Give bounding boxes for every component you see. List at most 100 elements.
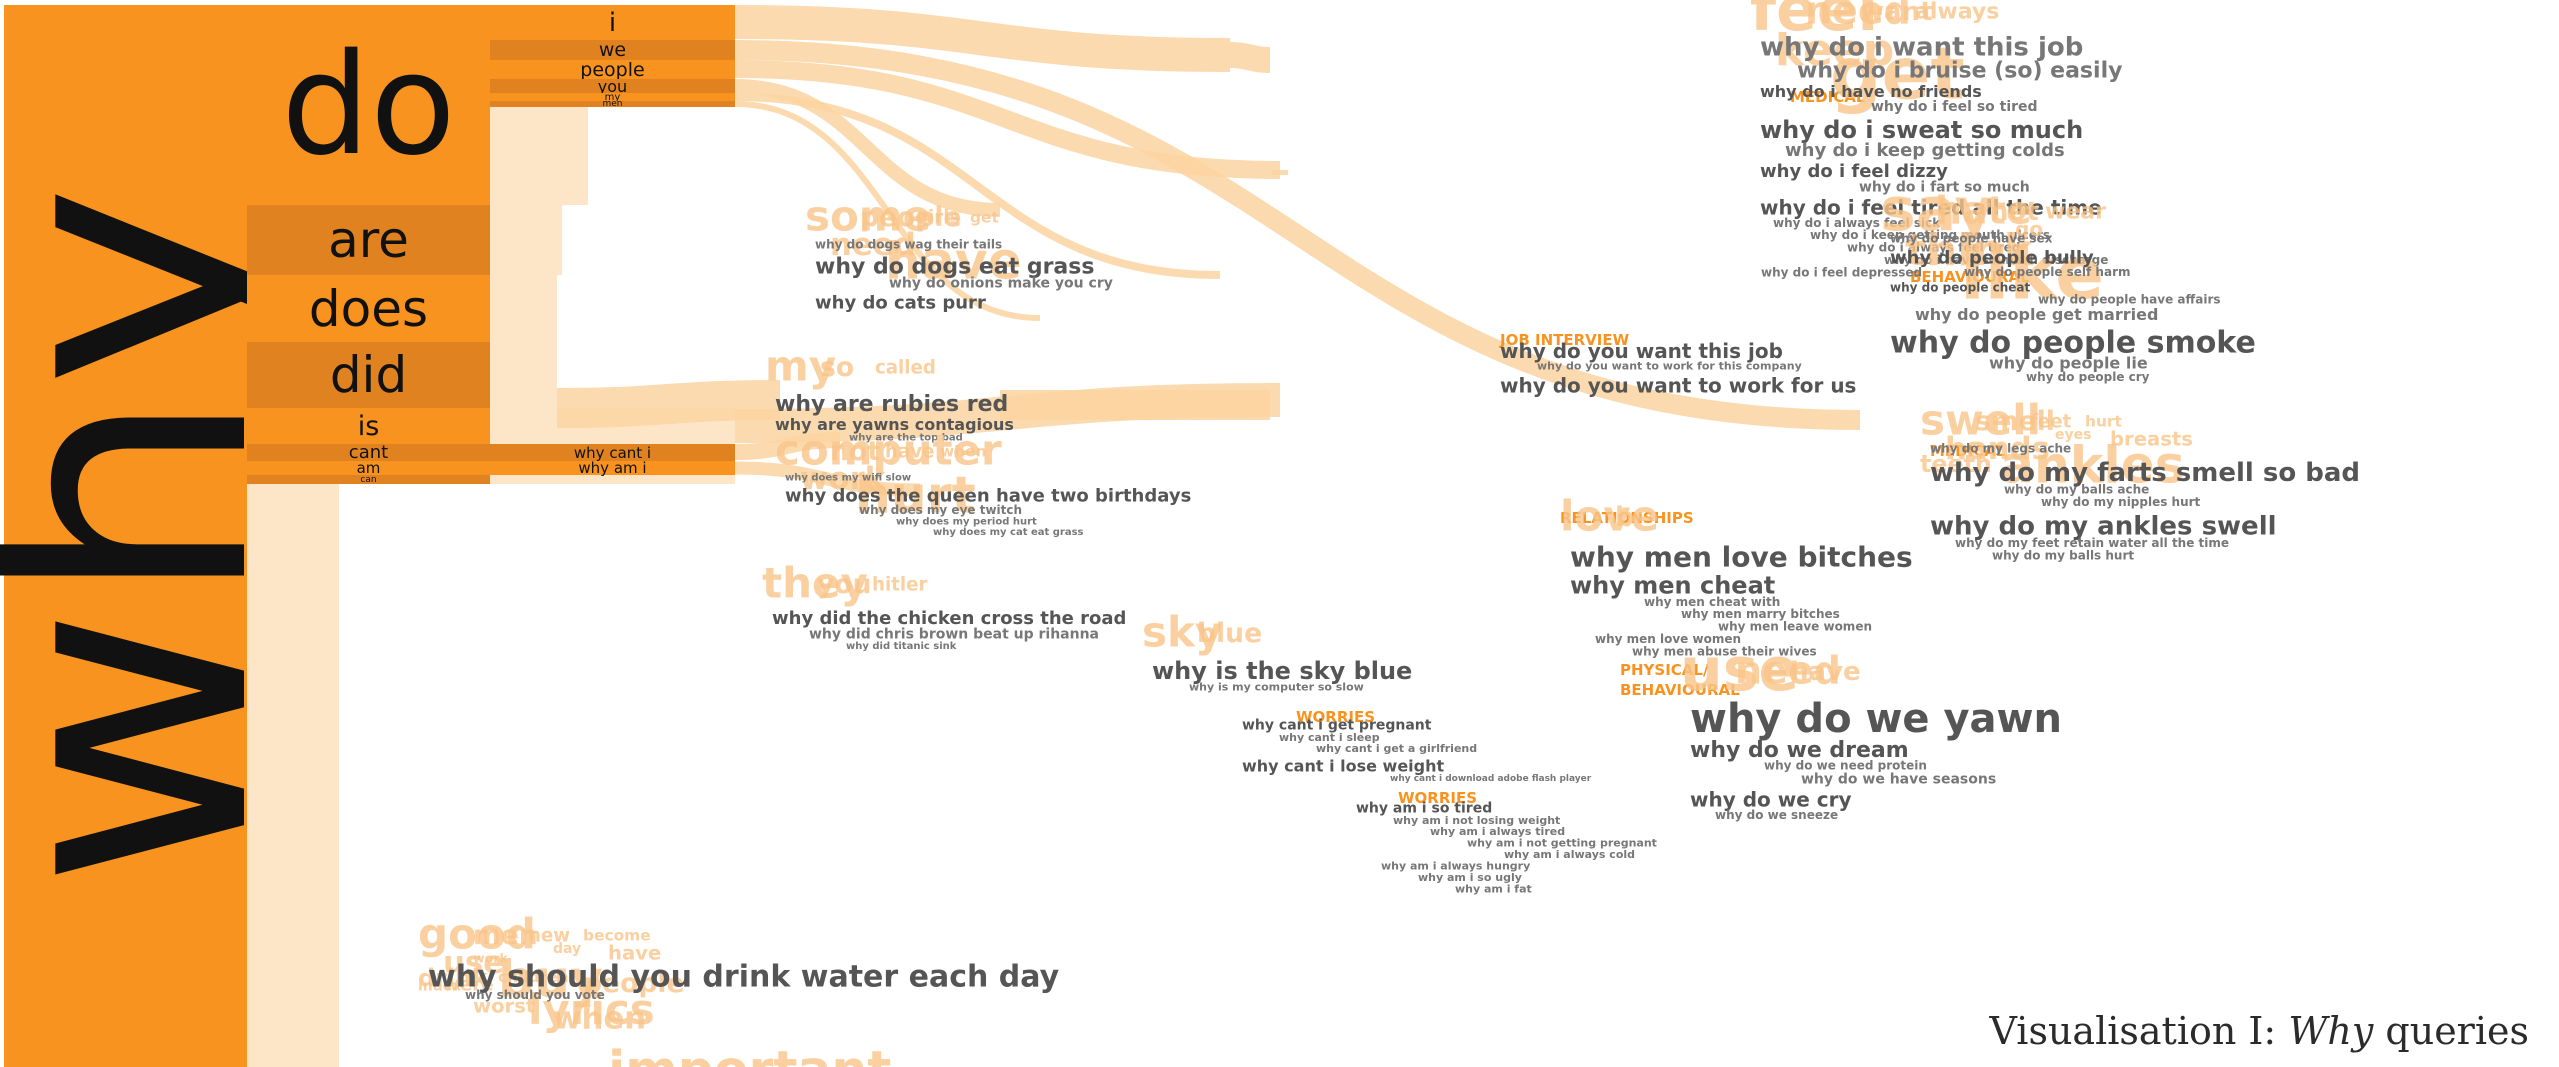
query-text: why do we cry [1690, 788, 1852, 812]
query-text: why do people have sex [1890, 231, 2053, 245]
query-text: why do my legs ache [1930, 441, 2071, 455]
faded-word: breasts [2110, 428, 2193, 451]
query-text: why do people smoke [1890, 325, 2256, 360]
faded-word: you [817, 569, 872, 600]
query-text: why do we need protein [1764, 758, 1927, 772]
faded-word: when [940, 443, 987, 461]
faded-word: teeth [1920, 450, 1992, 478]
category-label: MEDICAL [1930, 442, 2006, 460]
level3-label-my: my [604, 91, 621, 103]
faded-word: they [762, 559, 868, 608]
faded-word: not [830, 436, 880, 467]
faded-word: were [443, 975, 493, 996]
query-text: why men cheat with [1644, 595, 1780, 609]
faded-word: ankles [2000, 435, 2185, 494]
query-text: why does my cat eat grass [933, 527, 1084, 538]
query-text: why do my farts smell so bad [1930, 458, 2360, 488]
faded-word: lyrics [528, 985, 655, 1034]
level2-label-did: did [329, 346, 408, 404]
query-text: why cant i lose weight [1242, 756, 1445, 775]
query-text: why does my wifi slow [785, 473, 911, 484]
query-text: why do dogs wag their tails [815, 237, 1002, 251]
query-text: why do i feel tired all the time [1760, 195, 2102, 219]
faded-word: think [1905, 225, 2035, 276]
pale-band-did [490, 342, 557, 408]
faded-word: get [970, 209, 999, 227]
level3-label-i: i [608, 7, 617, 38]
faded-word: need [830, 227, 916, 263]
flow-ribbon [734, 5, 1231, 72]
query-text: why do i feel depressed [1761, 265, 1922, 279]
level2-label-are: are [328, 211, 409, 269]
caption-prefix: Visualisation I: [1989, 1009, 2289, 1053]
query-text: why does my eye twitch [859, 503, 1022, 517]
level2-label-does: does [308, 279, 429, 338]
query-text: why do i have no friends [1760, 82, 1982, 101]
query-text: why do i fart so much [1859, 179, 2030, 195]
query-text: why cant i get a girlfriend [1316, 742, 1477, 755]
faded-word: become [583, 927, 651, 945]
faded-word: hands [1945, 431, 2050, 467]
query-text: why do we have seasons [1801, 772, 1996, 788]
query-text: why do i keep getting mouth ulcers [1810, 228, 2050, 242]
level2-block-is: is [247, 408, 490, 444]
faded-word: hate [1935, 188, 2032, 232]
query-text: why do my ankles swell [1930, 512, 2277, 542]
faded-word: called [875, 357, 936, 378]
faded-word: so [820, 352, 854, 383]
caption: Visualisation I: Why queries [1990, 1009, 2529, 1053]
query-text: why do i feel dizzy [1760, 161, 1948, 182]
pale-band-do [490, 107, 588, 205]
query-text: why cant i download adobe flash player [1390, 774, 1592, 784]
level3-label-we: we [598, 39, 627, 61]
root-block-why: why [0, 5, 326, 1067]
query-text: why am i always cold [1504, 848, 1635, 861]
query-text: why do we yawn [1690, 696, 2062, 742]
category-label: BEHAVIOURAL [1910, 268, 2030, 286]
category-label: BEHAVIOURAL [1620, 681, 1740, 699]
faded-word: always [1915, 0, 1999, 25]
query-text: why am i always tired [1430, 825, 1565, 838]
faded-word: want [1860, 0, 1933, 27]
level2-block-did: did [247, 342, 490, 408]
category-label: JOB INTERVIEW [1499, 331, 1630, 349]
query-text: why are the top bad [849, 433, 963, 444]
faded-word: wear [2045, 200, 2106, 225]
category-label: MEDICAL [1790, 88, 1866, 106]
faded-word: smell [1975, 406, 2055, 437]
level2-block-do: do [247, 5, 490, 205]
query-text: why do i sweat so much [1760, 116, 2083, 144]
query-text: why do i want this job [1760, 33, 2083, 63]
query-text: why do onions make you cry [889, 276, 1113, 292]
flow-ribbon [556, 380, 781, 428]
flow-ribbon [734, 101, 1041, 321]
pale-band-should [247, 484, 339, 1067]
level3-label-cant-i: why cant i [573, 443, 652, 462]
query-text: why do people cheat [1890, 280, 2031, 294]
query-text: why am i not getting pregnant [1467, 837, 1657, 850]
faded-word: love [1560, 492, 1659, 541]
level3-block-i: i [490, 5, 735, 40]
caption-suffix: queries [2373, 1009, 2529, 1053]
query-text: why do my balls hurt [1992, 548, 2134, 562]
level2-label-do: do [281, 23, 456, 187]
faded-word: have [1790, 657, 1861, 687]
caption-emphasis: Why [2288, 1009, 2374, 1053]
query-text: why is my computer so slow [1189, 680, 1364, 693]
query-text: why does the queen have two birthdays [785, 486, 1191, 507]
faded-word: b [1615, 502, 1634, 533]
query-text: why are yawns contagious [775, 415, 1014, 434]
query-text: why men leave women [1718, 620, 1872, 634]
query-text: why do i have so much discharge [1884, 253, 2108, 267]
faded-word: people [860, 202, 962, 233]
faded-word: have [608, 942, 661, 965]
query-text: why do you want this job [1500, 339, 1783, 363]
query-text: why are rubies red [775, 392, 1008, 417]
